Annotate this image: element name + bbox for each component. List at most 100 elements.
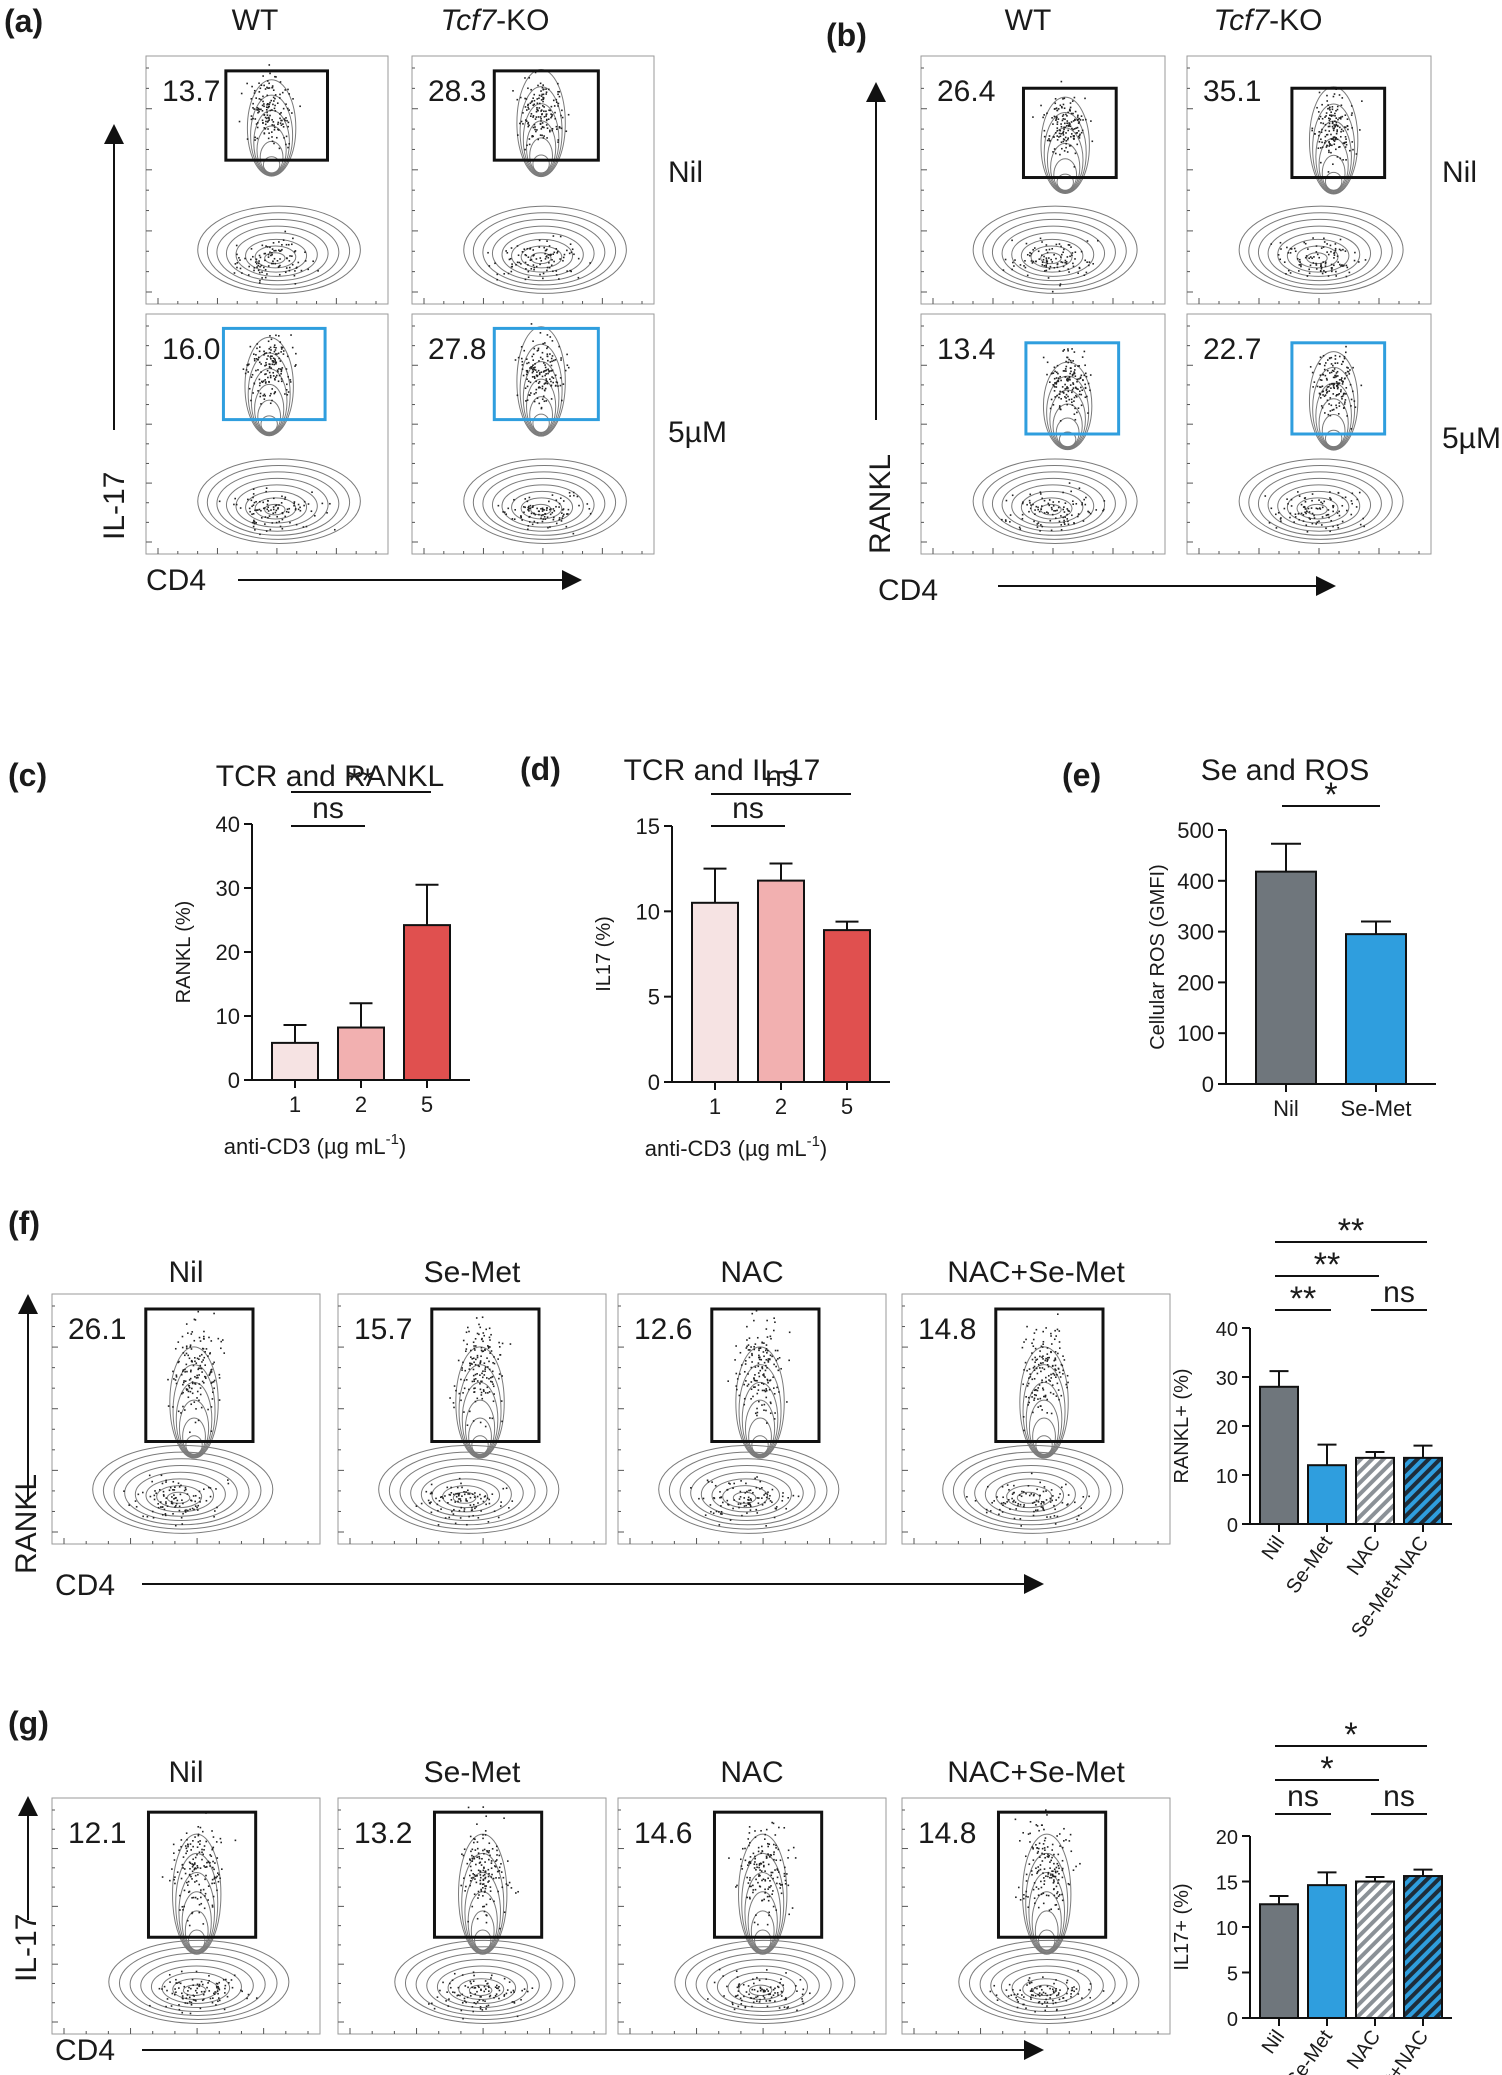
event-dot [534,513,537,516]
event-dot [1320,138,1322,141]
event-dot [1346,125,1349,128]
event-dot [1070,490,1072,493]
event-dot [466,1500,468,1502]
event-dot [1332,370,1335,372]
event-dot [526,500,529,503]
event-dot [735,1372,738,1375]
event-dot [744,1363,747,1365]
plot-ticks [902,1305,1159,1544]
event-dot [489,1886,492,1888]
event-dot [1054,102,1057,105]
contour [738,1978,785,2001]
event-dot [734,1359,736,1361]
contour [501,232,584,277]
event-dot [265,108,268,111]
event-dot [1035,1867,1037,1870]
event-dot [185,1347,188,1349]
event-dot [482,1895,484,1897]
event-dot [482,1332,485,1334]
event-dot [541,387,544,390]
event-dot [1311,499,1313,502]
x-axis-label: anti-CD3 (µg mL-1) [645,1133,828,1161]
event-dot [1331,125,1334,128]
event-dot [461,1974,464,1976]
event-dot [280,502,283,504]
event-dot [529,102,532,105]
event-dot [164,1513,167,1515]
event-dot [1339,146,1341,148]
event-dot [459,1517,462,1519]
event-dot [774,1992,776,1994]
event-dot [1053,1879,1055,1881]
event-dot [482,1389,485,1391]
event-dot [297,508,300,511]
contour [722,1485,769,1509]
event-dot [477,1897,479,1899]
event-dot [1037,1993,1039,1996]
contour [182,1417,206,1456]
event-dot [782,1984,785,1986]
event-dot [1351,127,1353,129]
event-dot [764,1369,767,1372]
event-dot [740,1865,743,1867]
event-dot [210,1430,213,1433]
event-dot [204,1895,206,1897]
event-dot [1033,1365,1036,1368]
event-dot [483,1852,485,1855]
event-dot [1347,128,1349,131]
event-dot [715,1510,718,1513]
event-dot [270,262,273,265]
event-dot [1037,1847,1040,1850]
event-dot [558,90,561,93]
event-dot [1322,394,1324,396]
event-dot [731,2001,734,2004]
contour [161,1971,231,2004]
event-dot [295,523,298,526]
event-dot [759,1869,761,1871]
event-dot [1046,112,1048,115]
contour [206,464,351,540]
event-dot [1347,367,1349,369]
event-dot [1307,248,1309,250]
event-dot [1343,403,1346,405]
event-dot [989,1990,992,1993]
event-dot [1033,1389,1036,1392]
event-dot [1058,1330,1061,1332]
event-dot [529,367,531,369]
event-dot [214,1991,216,1993]
event-dot [280,124,283,126]
contour [738,1364,782,1458]
event-dot [1343,355,1346,358]
event-dot [1344,141,1346,144]
event-dot [1014,1818,1017,1821]
event-dot [1089,389,1091,392]
event-dot [259,500,261,503]
event-dot [788,1331,791,1334]
event-dot [198,1399,200,1402]
event-dots [966,1313,1090,1527]
event-dot [255,358,258,360]
contour [991,471,1116,536]
x-axis-label: CD4 [878,574,938,607]
event-dot [773,1853,775,1856]
event-dot [458,1492,461,1495]
event-dot [1057,1367,1060,1370]
event-dot [1075,502,1078,505]
event-dot [727,1504,730,1506]
event-dot [531,135,533,138]
event-dot [1059,129,1062,132]
contour [1286,490,1350,524]
event-dot [1064,126,1066,129]
event-dot [1063,511,1066,513]
event-dot [520,357,523,360]
contour [1034,1910,1059,1952]
contour-lines [394,1833,576,2024]
event-dot [1055,1369,1057,1372]
plot-frame [337,1797,607,2035]
event-dot [263,352,266,355]
event-dot [478,1999,481,2001]
event-dot [172,1512,174,1515]
event-dot [533,512,535,515]
event-dot [1051,1843,1054,1846]
contour [470,1910,495,1952]
